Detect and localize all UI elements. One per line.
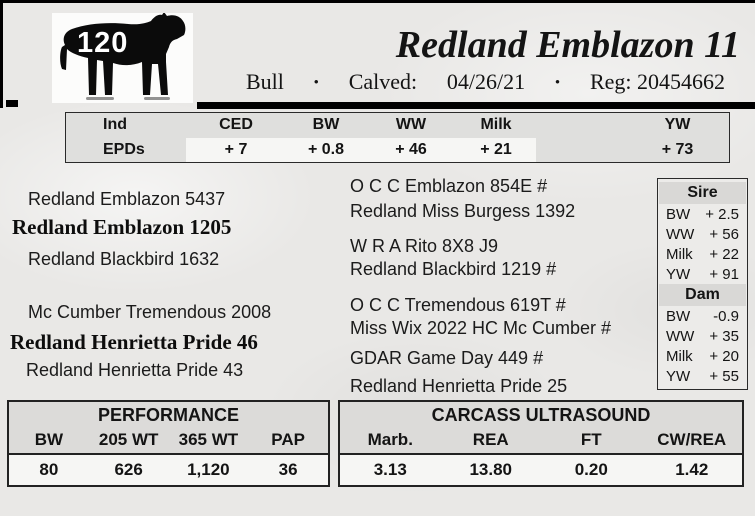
epd-trait-value: + 55: [709, 367, 739, 385]
pedigree-sire-sire: Redland Emblazon 5437: [28, 189, 226, 209]
pedigree-dam-dam-sire: GDAR Game Day 449 #: [350, 348, 544, 368]
pedigree-dam-dam-dam: Redland Henrietta Pride 25: [350, 376, 568, 396]
epd-values-row: EPDs + 7 + 0.8 + 46 + 21 + 73: [66, 137, 729, 162]
pedigree-dam-dam: Redland Henrietta Pride 43: [26, 360, 244, 380]
pedigree-dam-sire-sire: O C C Tremendous 619T #: [350, 295, 566, 315]
bullet-separator: •: [313, 75, 319, 91]
epd-trait-value: + 20: [709, 347, 739, 365]
dam-epd-row: WW + 35: [658, 326, 747, 346]
epd-trait-label: Milk: [666, 347, 693, 365]
registration-number: Reg: 20454662: [589, 69, 725, 94]
dam-epd-header: Dam: [659, 284, 746, 306]
epd-row-label: Ind: [103, 116, 127, 134]
epd-trait-value: -0.9: [713, 307, 739, 325]
epd-trait-value: + 22: [709, 245, 739, 263]
epd-trait-label: Milk: [666, 245, 693, 263]
header-divider-rule: [197, 102, 755, 109]
column-header: Marb.: [367, 429, 413, 449]
epd-column-header: CED: [219, 116, 253, 134]
animal-name-title: Redland Emblazon 11: [395, 24, 740, 66]
epd-header-row: Ind CED BW WW Milk YW: [66, 113, 729, 138]
cell-value: 0.20: [574, 460, 608, 479]
pedigree-sire-sire-sire: O C C Emblazon 854E #: [350, 176, 548, 196]
cell-value: 1.42: [675, 460, 709, 479]
pedigree-sire-name: Redland Emblazon 1205: [12, 215, 232, 239]
dam-epd-row: Milk + 20: [658, 346, 747, 366]
bull-silhouette-icon: [60, 13, 186, 100]
epd-value: + 7: [186, 137, 286, 162]
carcass-ultrasound-table: CARCASS ULTRASOUND Marb. REA FT CW/REA 3…: [338, 400, 744, 487]
parent-epd-box: Sire BW + 2.5 WW + 56 Milk + 22 YW + 91 …: [657, 178, 748, 390]
performance-values-row: 80 626 1,120 36: [9, 455, 328, 485]
epd-table: Ind CED BW WW Milk YW EPDs + 7 + 0.8 + 4…: [65, 112, 730, 163]
left-border-rule: [0, 0, 3, 108]
sire-epd-header: Sire: [659, 182, 746, 204]
column-header: CW/REA: [657, 429, 727, 449]
epd-value: + 0.8: [286, 137, 366, 162]
pedigree-dam-sire: Mc Cumber Tremendous 2008: [28, 302, 272, 322]
column-header: 365 WT: [178, 429, 239, 449]
column-header: BW: [34, 429, 64, 449]
lot-number: 120: [77, 27, 129, 59]
epd-trait-label: BW: [666, 205, 691, 223]
epd-column-header: BW: [312, 116, 340, 134]
column-header: 205 WT: [98, 429, 159, 449]
column-header: PAP: [271, 429, 305, 449]
pedigree-sire-sire-dam: Redland Miss Burgess 1392: [350, 201, 576, 221]
epd-trait-label: WW: [666, 327, 695, 345]
pedigree-dam-sire-dam: Miss Wix 2022 HC Mc Cumber #: [350, 318, 612, 338]
epd-trait-label: YW: [666, 367, 691, 385]
cell-value: 36: [278, 460, 298, 479]
performance-table-header: PERFORMANCE BW 205 WT 365 WT PAP: [9, 402, 328, 455]
sire-epd-row: YW + 91: [658, 264, 747, 284]
pedigree-sire-dam: Redland Blackbird 1632: [28, 249, 220, 269]
epd-trait-value: + 35: [709, 327, 739, 345]
pedigree-sire-dam-dam: Redland Blackbird 1219 #: [350, 259, 557, 279]
cell-value: 1,120: [187, 460, 230, 479]
top-border-rule: [0, 0, 755, 3]
performance-column-headers: BW 205 WT 365 WT PAP: [9, 430, 328, 450]
column-header: FT: [580, 429, 602, 449]
carcass-table-header: CARCASS ULTRASOUND Marb. REA FT CW/REA: [340, 402, 742, 455]
sex-label: Bull: [246, 69, 284, 94]
epd-value: + 21: [456, 137, 536, 162]
dam-epd-row: BW -0.9: [658, 306, 747, 326]
pedigree-dam-name: Redland Henrietta Pride 46: [10, 330, 258, 354]
epd-trait-label: BW: [666, 307, 691, 325]
bullet-separator: •: [554, 75, 561, 91]
epd-trait-value: + 91: [709, 265, 739, 283]
epd-trait-label: WW: [666, 225, 695, 243]
calved-label: Calved:: [348, 69, 418, 94]
cell-value: 626: [114, 460, 143, 479]
performance-table: PERFORMANCE BW 205 WT 365 WT PAP 80 626 …: [7, 400, 330, 487]
calved-date: 04/26/21: [446, 69, 526, 94]
column-header: REA: [472, 429, 509, 449]
epd-trait-label: YW: [666, 265, 691, 283]
epd-row-label: EPDs: [103, 140, 145, 158]
epd-column-header: WW: [395, 116, 427, 134]
carcass-values-row: 3.13 13.80 0.20 1.42: [340, 455, 742, 485]
epd-trait-value: + 2.5: [705, 205, 739, 223]
lot-image: 120: [52, 13, 193, 103]
carcass-title: CARCASS ULTRASOUND: [431, 405, 651, 426]
sire-epd-row: Milk + 22: [658, 244, 747, 264]
dam-epd-row: YW + 55: [658, 366, 747, 386]
sire-epd-row: WW + 56: [658, 224, 747, 244]
left-rule-end-dash: [6, 100, 18, 107]
cell-value: 3.13: [373, 460, 407, 479]
cell-value: 13.80: [469, 460, 513, 479]
cell-value: 80: [39, 460, 59, 479]
epd-value: + 73: [661, 140, 694, 158]
animal-info-line: Bull • Calved: 04/26/21 • Reg: 20454662: [246, 69, 725, 94]
epd-trait-value: + 56: [709, 225, 739, 243]
carcass-column-headers: Marb. REA FT CW/REA: [340, 430, 742, 450]
sire-epd-row: BW + 2.5: [658, 204, 747, 224]
epd-column-header: Milk: [480, 116, 512, 134]
performance-title: PERFORMANCE: [97, 405, 239, 426]
pedigree-sire-dam-sire: W R A Rito 8X8 J9: [350, 236, 499, 256]
epd-value: + 46: [366, 137, 456, 162]
epd-column-header: YW: [664, 116, 691, 134]
